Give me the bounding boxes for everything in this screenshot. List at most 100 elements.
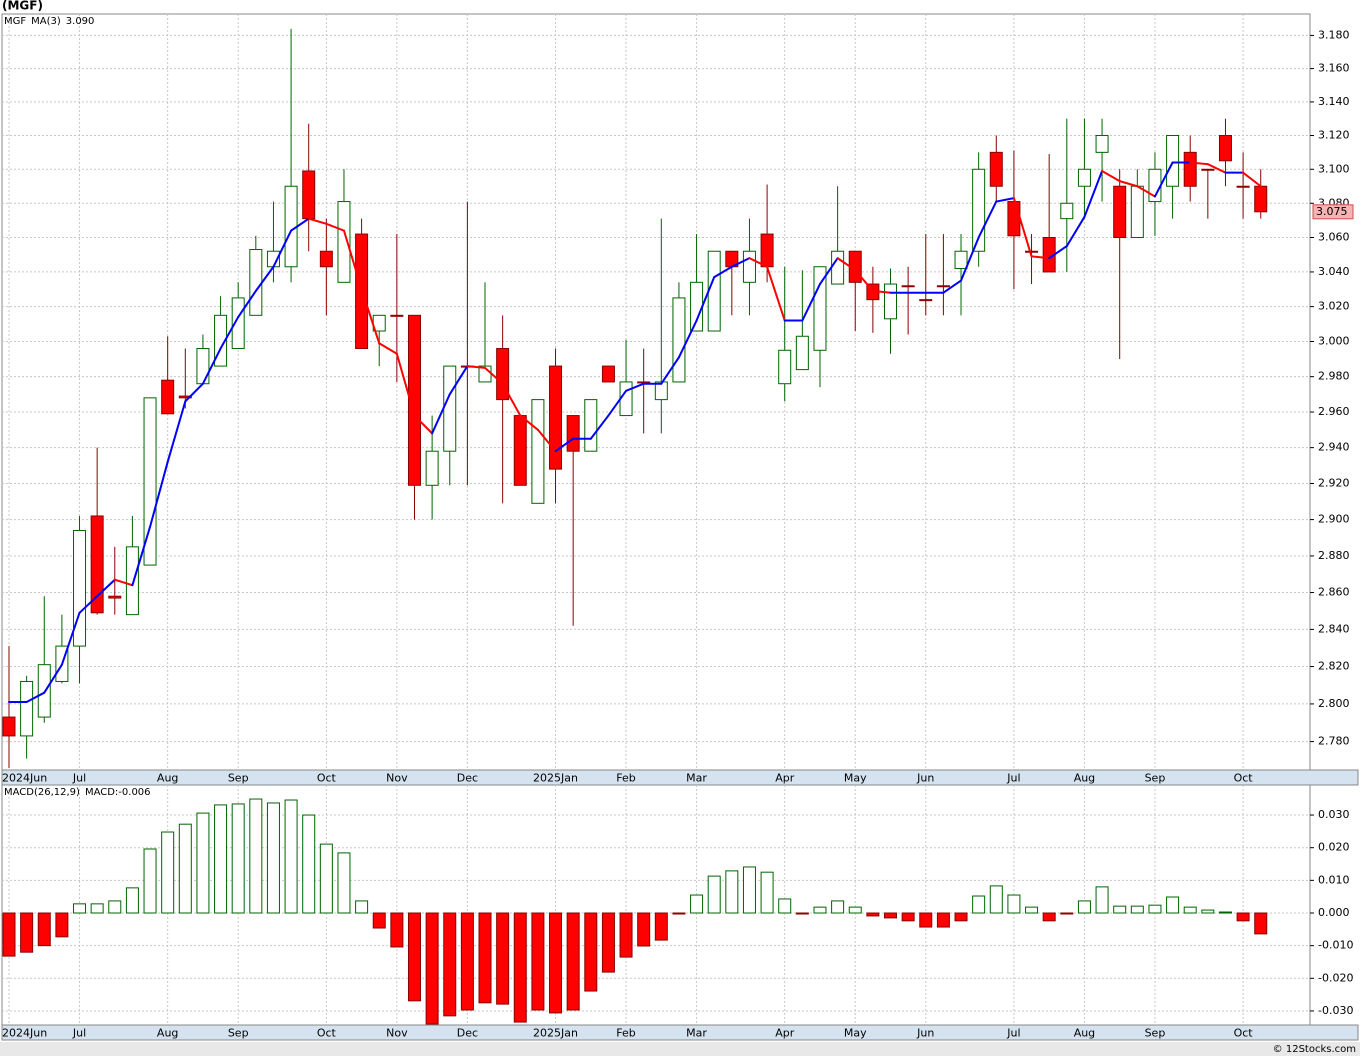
macd-bar <box>266 802 280 914</box>
macd-bar <box>1183 906 1197 914</box>
macd-bar <box>637 912 651 947</box>
candle-body <box>20 680 34 737</box>
macd-bar <box>443 912 457 1017</box>
ma-segment <box>290 217 310 232</box>
ma-segment <box>713 265 733 279</box>
ma-segment <box>660 356 680 385</box>
y-tick-label: 2.840 <box>1318 622 1350 635</box>
macd-bar <box>760 871 774 914</box>
macd-bar <box>231 803 245 914</box>
candle-body <box>161 379 175 415</box>
macd-bar <box>37 912 51 947</box>
candle-body <box>1236 185 1250 188</box>
candle-body <box>707 250 721 332</box>
ma-segment <box>1153 161 1174 198</box>
macd-bar <box>1060 912 1074 915</box>
y-tick-label: 2.940 <box>1318 441 1350 454</box>
macd-bar <box>954 912 968 922</box>
candle-body <box>813 266 827 351</box>
candle-body <box>831 250 845 285</box>
ma-segment <box>1083 169 1104 218</box>
ma-segment <box>677 319 698 359</box>
ma-segment <box>1242 171 1262 188</box>
macd-bar <box>1077 900 1091 914</box>
candle-body <box>337 201 351 283</box>
ma-segment <box>536 428 557 453</box>
candle-body <box>1218 134 1232 162</box>
ma-segment <box>801 283 821 322</box>
ma-segment <box>166 400 187 463</box>
macd-bar <box>108 900 122 914</box>
candle-body <box>108 595 122 599</box>
macd-bar <box>460 912 474 1011</box>
x-tick-label: Jul <box>72 1027 86 1040</box>
ma-segment <box>730 257 751 268</box>
candle-body <box>919 299 933 302</box>
y-tick-label: 2.860 <box>1318 586 1350 599</box>
ma-segment <box>431 393 451 435</box>
ma-segment <box>25 691 46 704</box>
candle-body <box>619 381 633 417</box>
ma-segment <box>307 217 328 225</box>
macd-bar <box>55 912 69 938</box>
ma-segment <box>360 288 381 345</box>
ma-segment <box>625 382 645 392</box>
ma-segment <box>748 257 769 268</box>
macd-bar <box>672 912 686 915</box>
x-tick-label: Feb <box>616 1027 635 1040</box>
candle-body <box>1095 134 1109 153</box>
candle-body <box>73 529 87 647</box>
ma-segment <box>871 289 892 294</box>
ma-segment <box>184 382 204 403</box>
candle-body <box>1183 151 1197 187</box>
last-price-box <box>1312 204 1354 220</box>
candle-body <box>319 250 333 268</box>
y-tick-label: 3.060 <box>1318 230 1350 243</box>
macd-bar <box>143 848 157 914</box>
y-tick-label: 2.960 <box>1318 405 1350 418</box>
ma-segment <box>1012 197 1033 258</box>
candle-body <box>742 250 756 283</box>
macd-bar <box>125 887 139 914</box>
x-tick-label: 2024Jun <box>2 1027 47 1040</box>
macd-bar <box>831 900 845 914</box>
macd-bar <box>1236 912 1250 922</box>
y-tick-label: 2.900 <box>1318 513 1350 526</box>
candle-body <box>302 170 316 220</box>
macd-bar <box>302 814 316 914</box>
y-tick-label: 3.160 <box>1318 62 1350 75</box>
candle-body <box>2 716 16 737</box>
ma-segment <box>325 222 345 232</box>
candle-body <box>178 395 192 399</box>
macd-bar <box>284 799 298 914</box>
ma-segment <box>378 342 398 355</box>
ma-segment <box>607 389 628 417</box>
x-tick-label: Nov <box>386 772 408 785</box>
macd-bar <box>196 812 210 914</box>
candle-body <box>390 314 404 317</box>
footer-bar <box>0 1042 1360 1056</box>
macd-bar <box>690 894 704 914</box>
ma-segment <box>519 414 539 431</box>
macd-bar <box>601 912 615 973</box>
ma-segment <box>942 279 963 294</box>
x-tick-label: Mar <box>686 772 707 785</box>
macd-bar <box>337 852 351 914</box>
ma-segment <box>149 460 169 528</box>
y-tick-label: 3.180 <box>1318 28 1350 41</box>
candle-body <box>1201 168 1215 171</box>
candle-body <box>1254 185 1268 213</box>
x-tick-label: 2025Jan <box>533 772 578 785</box>
ma-segment <box>237 289 257 319</box>
candle-body <box>1166 134 1180 187</box>
macd-bar <box>161 831 175 914</box>
legend-value: MACD:-0.006 <box>85 787 151 798</box>
x-tick-label: Aug <box>157 1027 178 1040</box>
macd-bar <box>919 912 933 928</box>
candle-body <box>795 335 809 371</box>
y-tick-label: 0.030 <box>1318 808 1350 821</box>
candle-body <box>672 297 686 383</box>
candle-body <box>143 397 157 566</box>
